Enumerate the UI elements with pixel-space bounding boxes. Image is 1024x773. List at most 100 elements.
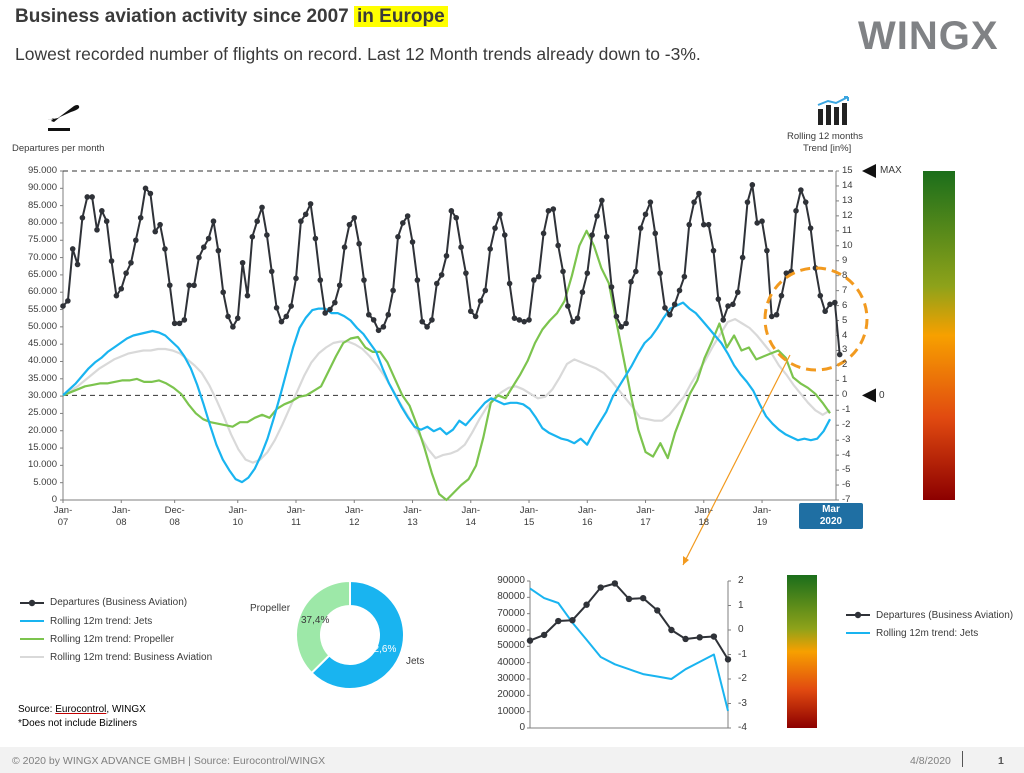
departure-point [696, 190, 702, 197]
departure-point [511, 315, 518, 321]
departure-point [613, 313, 620, 320]
y2-tick-label: 0 [842, 389, 848, 401]
zero-marker [862, 388, 876, 403]
y2-tick-label: -2 [842, 419, 851, 431]
inset-y2-tick-label: -4 [738, 722, 747, 733]
departure-point [705, 221, 712, 228]
y-tick-label: 30.000 [27, 390, 57, 402]
donut-chart [295, 579, 405, 690]
departure-point [84, 194, 91, 200]
x-tick-label-bottom: 12 [348, 517, 360, 528]
inset-y2-tick-label: 2 [738, 575, 744, 586]
departure-point [152, 228, 159, 235]
donut-slice-propeller [295, 579, 351, 675]
y2-tick-label: -5 [842, 464, 851, 476]
departure-point [506, 280, 513, 287]
departure-point [623, 320, 629, 327]
departure-point [633, 268, 639, 275]
left-axis-title: Departures per month [12, 143, 105, 154]
x-highlight-label: Mar 2020 [799, 503, 863, 529]
departure-point [618, 324, 625, 330]
y2-tick-label: 1 [842, 374, 848, 386]
inset-y-tick-label: 0 [519, 722, 525, 733]
y-tick-label: 55.000 [27, 303, 57, 315]
departure-point [108, 258, 115, 264]
inset-y-tick-label: 60000 [497, 624, 525, 635]
departure-point [725, 303, 731, 309]
inset-y-tick-label: 10000 [497, 705, 525, 717]
legend-item: Rolling 12m trend: Jets [50, 616, 152, 627]
right-axis-title-1: Rolling 12 months [787, 131, 864, 142]
departure-point [113, 292, 120, 299]
departure-point [555, 242, 561, 249]
y-tick-label: 80.000 [27, 216, 57, 228]
departure-point [210, 218, 217, 225]
departure-point [764, 247, 770, 254]
x-tick-label-bottom: 08 [115, 517, 127, 528]
inset-legend-label: Rolling 12m trend: Jets [876, 628, 979, 639]
departure-point [574, 315, 581, 321]
departure-point [186, 282, 193, 289]
donut-propeller-label: Propeller [250, 603, 291, 614]
x-tick-label-top: Jan- [519, 505, 539, 516]
x-tick-label-bottom: 16 [581, 517, 593, 528]
departure-point [467, 308, 474, 315]
y2-tick-label: 12 [842, 209, 853, 221]
departure-point [395, 234, 401, 240]
inset-series-line-1 [529, 587, 729, 712]
departure-point [69, 246, 76, 252]
y-tick-label: 25.000 [27, 407, 57, 419]
departure-point [419, 318, 426, 325]
departure-point [298, 218, 304, 225]
departure-point [336, 282, 343, 289]
y-tick-label: 5.000 [33, 476, 57, 488]
departure-point [749, 182, 756, 188]
departure-point [550, 206, 557, 212]
departure-point [710, 247, 717, 254]
legend-item: Departures (Business Aviation) [50, 597, 187, 608]
donut-jets-pct: 62,6% [368, 644, 397, 655]
x-tick-label-bottom: 17 [640, 517, 651, 528]
inset-departure-point [569, 617, 576, 624]
zoom-arrow-head [683, 556, 689, 565]
x-tick-label-top: Jan- [461, 505, 480, 516]
y-tick-label: 0 [51, 494, 57, 505]
x-tick-label-bottom: 13 [407, 517, 418, 528]
y2-tick-label: 9 [842, 254, 848, 266]
departure-point [215, 247, 222, 254]
departure-point [443, 253, 450, 259]
departure-point [244, 292, 251, 299]
inset-departure-point [555, 617, 562, 625]
departure-point [414, 277, 421, 283]
departure-point [147, 190, 154, 197]
y-tick-label: 65.000 [27, 268, 57, 280]
footer-divider [962, 751, 963, 767]
highlight-ellipse [763, 266, 869, 372]
title-text: Business aviation activity since 2007 [15, 6, 355, 27]
departure-point [579, 289, 586, 296]
departure-point [370, 317, 377, 323]
trend-color-scale [923, 171, 955, 500]
departure-point [200, 244, 207, 250]
inset-y-tick-label: 50000 [497, 640, 525, 652]
departure-point [817, 292, 824, 299]
zoom-arrow [682, 354, 791, 566]
departure-point [477, 298, 484, 304]
y2-tick-label: -3 [842, 434, 851, 446]
inset-departure-point [625, 595, 633, 603]
departure-point [234, 315, 241, 321]
inset-legend-label: Departures (Business Aviation) [876, 610, 1014, 621]
departure-point [103, 218, 110, 225]
inset-departure-point [654, 607, 661, 614]
donut-jets-label: Jets [406, 656, 425, 667]
departure-point [230, 324, 236, 330]
departure-point [225, 313, 231, 320]
departure-point [249, 234, 256, 240]
departure-point [676, 287, 683, 294]
legend-label: Rolling 12m trend: Jets [50, 616, 153, 627]
inset-chart [526, 580, 732, 729]
departure-point [463, 270, 469, 276]
inset-y2-tick-label: 1 [738, 599, 744, 611]
departure-point [79, 214, 86, 221]
y-tick-label: 90.000 [27, 182, 57, 194]
